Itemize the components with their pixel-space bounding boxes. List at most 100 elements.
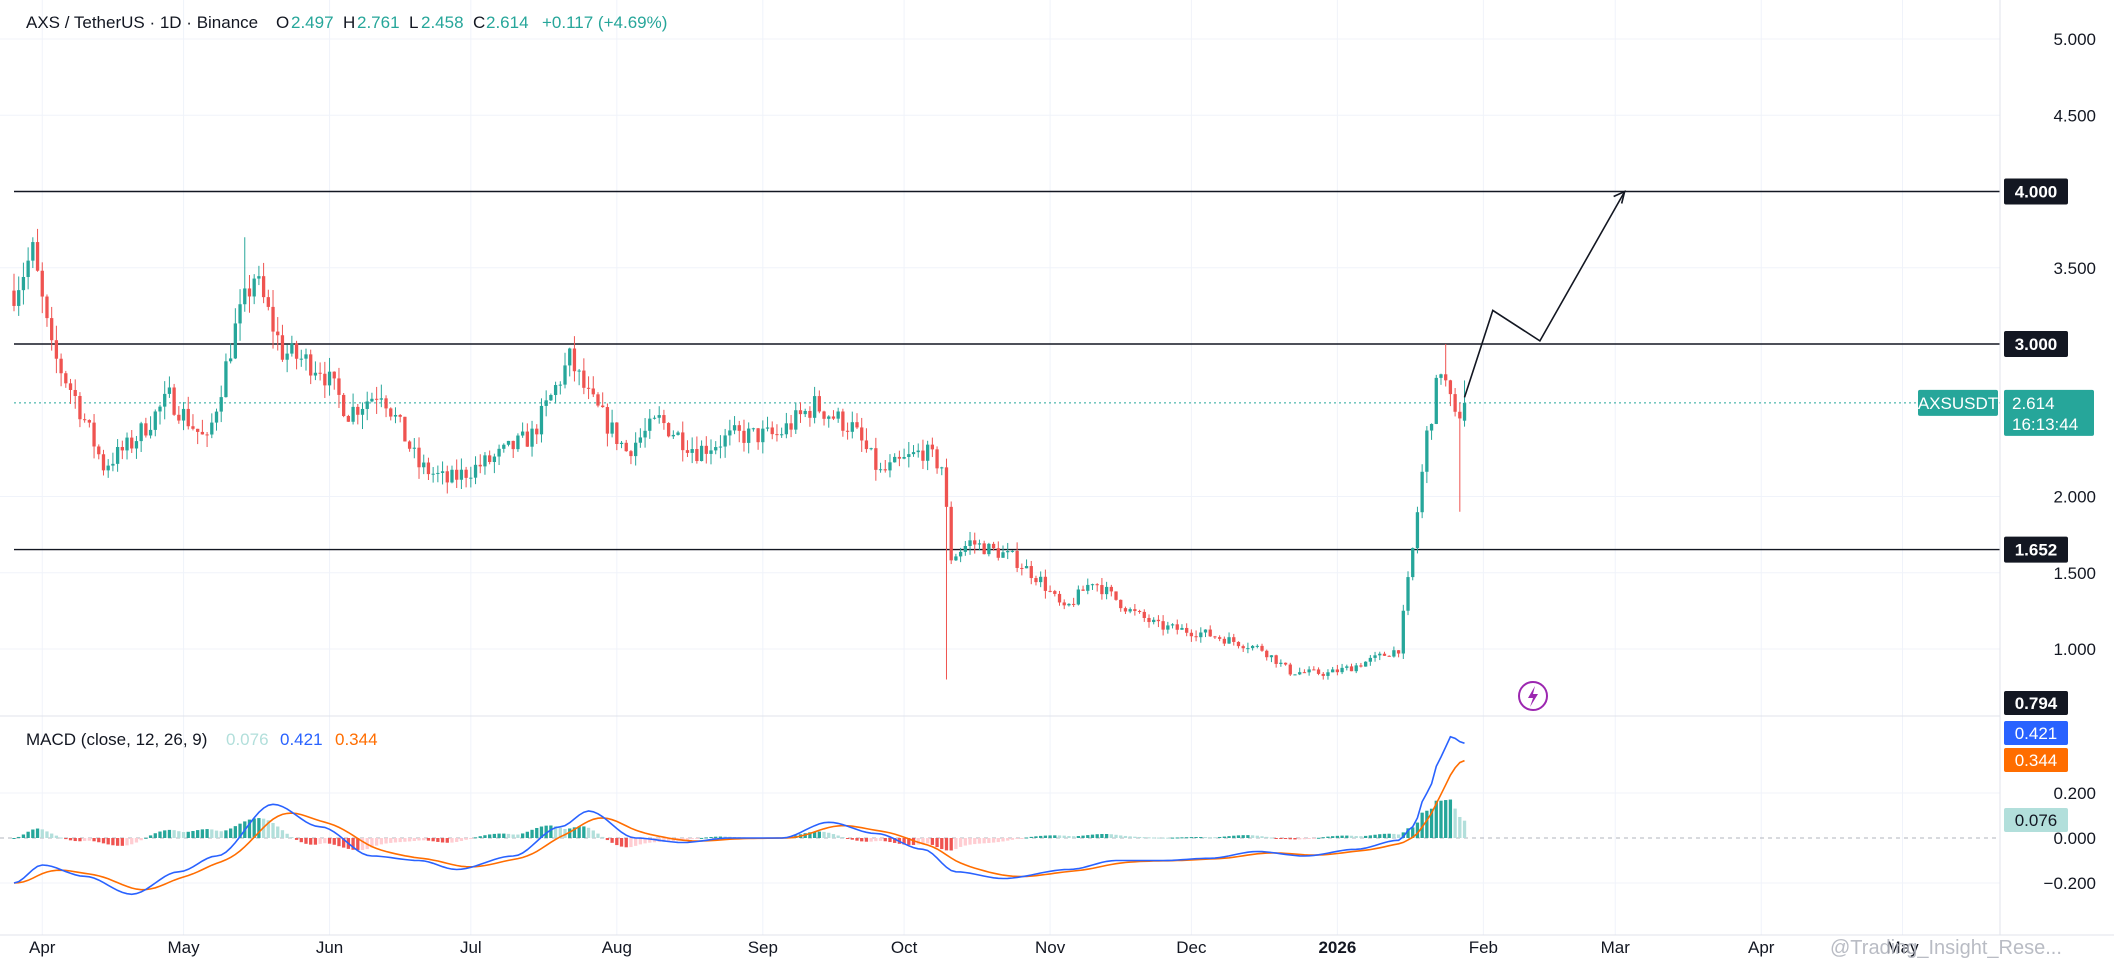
- candle-body: [1429, 423, 1434, 431]
- time-axis-label: Oct: [891, 938, 918, 957]
- macd-histogram-bar: [1170, 837, 1175, 839]
- macd-histogram-bar: [723, 836, 727, 838]
- candle-body: [1420, 471, 1424, 513]
- candle-body: [360, 408, 365, 415]
- macd-badge-label: 0.076: [2015, 811, 2058, 830]
- macd-histogram-bar: [615, 838, 619, 846]
- macd-histogram-bar: [1246, 835, 1250, 838]
- candle-body: [624, 442, 628, 452]
- grid: [0, 0, 2000, 935]
- macd-histogram-bar: [605, 838, 610, 841]
- candle-body: [374, 398, 379, 400]
- macd-histogram-bar: [1128, 836, 1132, 838]
- macd-histogram-bar: [459, 838, 464, 841]
- macd-histogram-bar: [544, 825, 548, 838]
- macd-histogram-bar: [525, 831, 529, 838]
- macd-histogram-bar: [1387, 833, 1391, 838]
- candle-body: [1010, 550, 1015, 552]
- macd-histogram-bar: [224, 830, 228, 838]
- macd-histogram-bar: [304, 838, 308, 844]
- macd-histogram-bar: [186, 831, 190, 838]
- candle-body: [1152, 619, 1156, 623]
- price-tick-label: 1.000: [2053, 640, 2096, 659]
- candle-body: [139, 423, 143, 442]
- candle-body: [516, 435, 520, 450]
- candle-body: [1166, 625, 1170, 630]
- candle-body: [817, 396, 821, 412]
- candle-body: [770, 427, 774, 435]
- macd-histogram-bar: [1420, 812, 1424, 838]
- macd-histogram-bar: [497, 833, 501, 838]
- macd-histogram-bar: [1406, 828, 1410, 838]
- candle-body: [1119, 599, 1123, 609]
- candle-body: [629, 451, 633, 457]
- macd-histogram-bar: [228, 828, 233, 838]
- candle-body: [134, 441, 139, 449]
- macd-tick-label: 0.200: [2053, 784, 2096, 803]
- candle-body: [775, 434, 779, 436]
- candle-body: [652, 417, 657, 419]
- macd-histogram-bar: [1321, 837, 1325, 839]
- macd-histogram-bar: [925, 838, 930, 844]
- macd-histogram-bar: [888, 838, 892, 843]
- macd-histogram-bar: [902, 838, 906, 845]
- macd-histogram-bar: [1189, 837, 1194, 839]
- close-value: 2.614: [486, 13, 529, 32]
- candle-body: [1213, 636, 1217, 638]
- candle-body: [1199, 632, 1203, 638]
- candle-body: [1359, 665, 1363, 667]
- macd-histogram-bar: [271, 823, 275, 838]
- candle-body: [780, 434, 784, 436]
- candle-body: [247, 288, 252, 297]
- macd-histogram-bar: [172, 830, 176, 838]
- macd-histogram-bar: [502, 833, 506, 838]
- lightning-icon[interactable]: [1518, 681, 1548, 711]
- candle-body: [747, 428, 751, 443]
- candle-body: [1335, 669, 1340, 673]
- time-axis-label: May: [1886, 938, 1919, 957]
- candle-body: [1265, 650, 1269, 658]
- candle-body: [1439, 374, 1443, 378]
- macd-histogram-bar: [619, 838, 624, 847]
- open-value: 2.497: [291, 13, 334, 32]
- candle-body: [1269, 655, 1274, 658]
- macd-histogram-bar: [836, 835, 840, 838]
- candle-body: [407, 441, 412, 449]
- candle-body: [845, 430, 850, 432]
- candle-body: [40, 270, 44, 297]
- candle-body: [276, 331, 280, 336]
- candle-body: [996, 548, 1000, 558]
- macd-histogram-bar: [907, 838, 911, 845]
- macd-histogram-bar: [1368, 835, 1372, 838]
- candle-body: [1396, 650, 1401, 654]
- macd-histogram-bar: [309, 838, 313, 845]
- candle-body: [1326, 672, 1330, 676]
- macd-histogram-bar: [709, 836, 713, 838]
- candle-body: [1448, 380, 1453, 395]
- candle-body: [643, 430, 647, 438]
- candle-body: [130, 437, 134, 449]
- macd-histogram-bar: [440, 838, 445, 843]
- symbol-title[interactable]: AXS / TetherUS · 1D · Binance: [26, 13, 258, 32]
- macd-histogram-bar: [553, 826, 558, 838]
- candle-body: [1227, 637, 1231, 644]
- macd-histogram-bar: [337, 838, 341, 847]
- macd-histogram-bar: [360, 838, 365, 850]
- macd-histogram-bar: [1382, 833, 1387, 838]
- candle-body: [228, 358, 233, 362]
- macd-histogram-bar: [808, 832, 812, 838]
- macd-histogram-bar: [158, 831, 162, 838]
- candle-body: [568, 348, 572, 366]
- candle-body: [1345, 666, 1349, 668]
- macd-histogram-bar: [374, 838, 379, 846]
- macd-histogram-bar: [276, 826, 280, 838]
- candle-body: [191, 426, 195, 429]
- macd-histogram-bar: [944, 838, 949, 851]
- macd-histogram-bar: [1213, 837, 1217, 839]
- macd-histogram-bar: [638, 838, 643, 845]
- macd-legend[interactable]: MACD (close, 12, 26, 9) 0.076 0.421 0.34…: [26, 730, 378, 749]
- projection-line[interactable]: [1463, 191, 1626, 398]
- candle-body: [511, 440, 515, 450]
- macd-histogram-bar: [549, 825, 553, 838]
